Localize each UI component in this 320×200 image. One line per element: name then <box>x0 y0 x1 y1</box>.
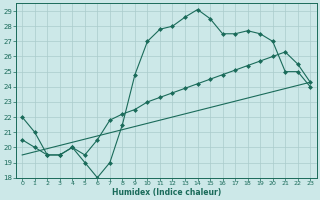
X-axis label: Humidex (Indice chaleur): Humidex (Indice chaleur) <box>112 188 221 197</box>
